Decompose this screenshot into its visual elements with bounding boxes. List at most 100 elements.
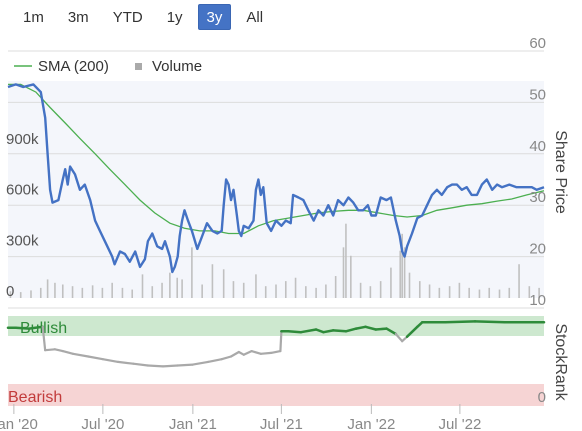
legend-sma-label: SMA (200) — [38, 58, 109, 75]
legend-volume-swatch — [135, 63, 142, 70]
bearish-band — [8, 384, 544, 406]
volume-bar — [538, 287, 540, 298]
stockrank-segment — [259, 351, 273, 355]
volume-bar — [284, 281, 287, 298]
stockrank-tick-0: 0 — [538, 389, 546, 406]
volume-bar — [111, 282, 113, 298]
volume-bar — [161, 282, 163, 298]
volume-bar — [19, 292, 22, 298]
x-tick-label: Jul '20 — [81, 416, 124, 431]
volume-bar — [334, 276, 337, 298]
stockrank-segment — [331, 329, 348, 333]
stockrank-segment — [473, 320, 507, 324]
volume-bar — [54, 282, 56, 298]
volume-bar — [232, 281, 235, 298]
volume-bar — [448, 286, 451, 298]
stockrank-segment — [270, 350, 282, 354]
volume-bar — [39, 287, 42, 298]
volume-bar — [315, 287, 317, 298]
volume-bar — [399, 250, 402, 298]
volume-bar — [468, 287, 470, 298]
stockrank-segment — [242, 350, 253, 356]
volume-bar — [9, 291, 12, 298]
volume-bar — [151, 286, 154, 298]
x-tick-label: Jan '20 — [0, 416, 38, 431]
stockrank-segment — [220, 355, 233, 361]
range-button-3m[interactable]: 3m — [67, 9, 89, 26]
volume-tick-0: 0 — [6, 283, 14, 300]
range-button-1y[interactable]: 1y — [166, 9, 183, 26]
bearish-label: Bearish — [8, 389, 62, 406]
volume-axis-ticks: 0 300k 600k 900k — [6, 131, 39, 300]
range-button-3y[interactable]: 3y — [197, 4, 232, 30]
volume-bar — [169, 272, 171, 298]
stockrank-axis-title: StockRank — [552, 323, 569, 401]
volume-bar — [91, 285, 94, 298]
stockrank-segment — [250, 350, 262, 355]
volume-bar — [508, 287, 511, 298]
sma-series — [8, 83, 545, 235]
volume-bar — [379, 281, 382, 298]
volume-bar — [176, 277, 179, 298]
volume-bar — [242, 282, 245, 298]
volume-bar — [418, 281, 421, 298]
volume-bar — [71, 286, 74, 298]
volume-bar — [438, 287, 441, 298]
stockrank-segment — [61, 350, 75, 355]
volume-bar — [325, 284, 327, 298]
x-tick-label: Jul '22 — [438, 416, 481, 431]
volume-bar — [390, 267, 392, 298]
stockrank-panel: BullishBearish0 — [6, 316, 546, 406]
grid-lines — [8, 50, 544, 309]
stockrank-segment — [14, 326, 31, 330]
stockrank-segment — [374, 327, 388, 331]
volume-bar — [528, 286, 531, 298]
volume-bar — [131, 289, 134, 298]
stockrank-segment — [279, 330, 283, 353]
volume-bar — [403, 247, 406, 298]
stockrank-segment — [443, 320, 477, 324]
sma-line — [8, 83, 545, 235]
volume-bar — [275, 284, 277, 298]
volume-bar — [264, 286, 267, 298]
volume-bar — [121, 287, 124, 298]
volume-bar — [305, 286, 307, 298]
volume-bar — [101, 287, 104, 298]
volume-bar — [369, 286, 372, 298]
y-tick-30: 30 — [529, 189, 546, 206]
stockrank-segment — [322, 329, 335, 334]
volume-bar — [81, 287, 84, 298]
y-tick-40: 40 — [529, 138, 546, 155]
volume-bar — [255, 274, 257, 298]
price-line — [7, 83, 545, 274]
volume-tick-300k: 300k — [6, 232, 39, 249]
volume-bar — [211, 264, 214, 298]
volume-bar — [428, 284, 431, 298]
stockrank-segment — [146, 364, 165, 368]
y-axis-title: Share Price — [552, 130, 569, 214]
stockrank-segment — [286, 330, 303, 334]
plot-area — [8, 81, 544, 298]
range-button-1m[interactable]: 1m — [23, 9, 44, 26]
stockrank-segment — [87, 355, 104, 361]
volume-bar — [478, 289, 481, 298]
legend: SMA (200) Volume — [14, 58, 202, 75]
y-tick-10: 10 — [529, 292, 546, 309]
range-button-all[interactable]: All — [246, 9, 264, 26]
range-button-ytd[interactable]: YTD — [112, 9, 143, 26]
volume-bar — [345, 223, 347, 298]
stockrank-segment — [229, 350, 240, 358]
stockrank-segment — [53, 348, 64, 353]
volume-bar — [518, 264, 520, 298]
stockrank-segment — [364, 325, 378, 331]
volume-bar — [498, 289, 501, 298]
stockrank-segment — [132, 362, 149, 367]
volume-bar — [294, 277, 297, 298]
volume-tick-900k: 900k — [6, 131, 39, 148]
stockrank-segment — [161, 364, 179, 368]
stockrank-segment — [191, 360, 210, 366]
stockrank-segment — [405, 325, 419, 338]
y-tick-60: 60 — [529, 35, 546, 52]
x-tick-label: Jan '21 — [169, 416, 217, 431]
volume-bar — [350, 255, 352, 298]
